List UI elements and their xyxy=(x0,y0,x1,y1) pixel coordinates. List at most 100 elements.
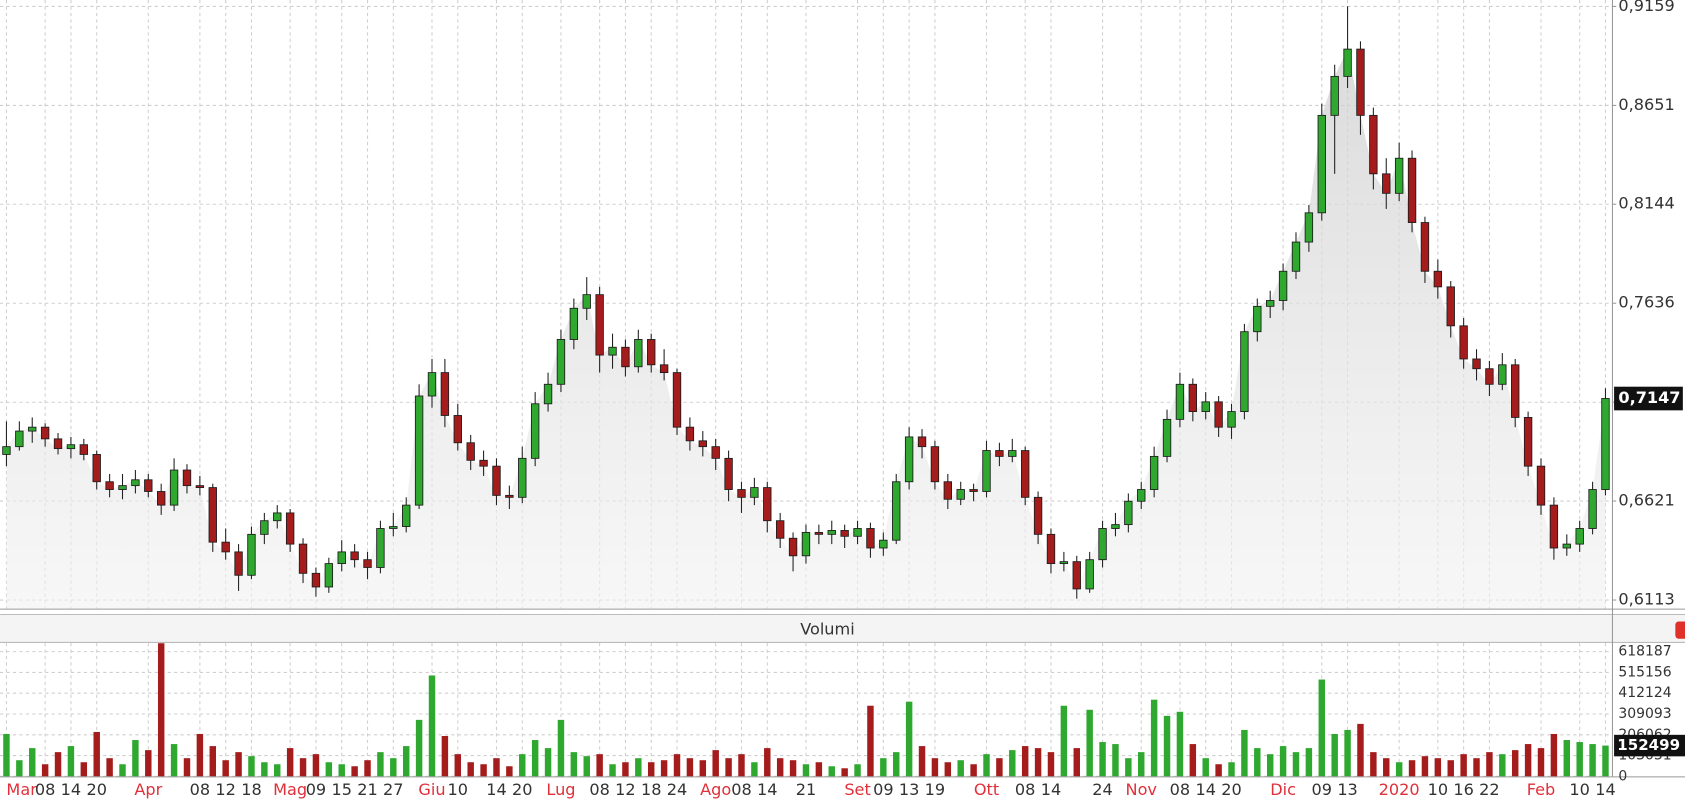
volume-bar xyxy=(609,764,616,777)
volume-bar xyxy=(351,766,358,777)
volume-bar xyxy=(1370,752,1377,777)
x-tick-label: 09 xyxy=(873,780,893,799)
volume-bar xyxy=(67,746,75,777)
volume-header xyxy=(0,613,1685,644)
volume-bar xyxy=(157,643,165,777)
candle-body xyxy=(40,426,50,440)
x-tick-label: 18 xyxy=(241,780,261,799)
volume-bar xyxy=(1550,733,1558,777)
volume-bar xyxy=(1228,762,1235,777)
volume-tick-label: 618187 xyxy=(1618,644,1671,660)
candle-body xyxy=(672,372,682,428)
candle-body xyxy=(1227,411,1236,428)
volume-bar xyxy=(1305,748,1313,777)
x-tick-label: 22 xyxy=(1479,780,1499,799)
x-tick-label: 13 xyxy=(1337,780,1357,799)
volume-bar xyxy=(390,758,397,777)
volume-bar xyxy=(1331,733,1338,777)
volume-tick-label: 515156 xyxy=(1618,664,1671,680)
candle-body xyxy=(195,485,205,489)
volume-bar xyxy=(338,764,345,777)
candle-body xyxy=(853,528,862,537)
x-tick-label: 14 xyxy=(61,780,81,799)
volume-bar xyxy=(222,760,229,777)
volume-bar xyxy=(506,766,513,777)
close-panel-button[interactable] xyxy=(1675,621,1685,639)
x-tick-label: 27 xyxy=(383,780,403,799)
x-tick-label: 09 xyxy=(306,780,326,799)
area-layer xyxy=(6,49,1606,609)
volume-bar xyxy=(1073,748,1080,777)
volume-bar xyxy=(647,762,655,777)
volume-bar xyxy=(170,744,178,777)
x-tick-label: 10 xyxy=(1569,780,1589,799)
candle-body xyxy=(466,442,475,461)
x-tick-label: 08 xyxy=(589,780,609,799)
volume-bar xyxy=(1473,758,1480,777)
volume-bar xyxy=(145,750,152,777)
y-tick-label: 0,6621 xyxy=(1618,491,1674,510)
candle-body xyxy=(724,457,733,490)
candle-body xyxy=(453,415,462,444)
volume-bar xyxy=(776,758,784,777)
y-tick-label: 0,8144 xyxy=(1618,194,1674,213)
volume-bar xyxy=(80,762,88,777)
volume-bar xyxy=(880,758,887,777)
candle-body xyxy=(144,479,153,492)
candle-body xyxy=(1369,114,1378,175)
x-tick-label: Mar xyxy=(6,780,37,799)
x-tick-label: 13 xyxy=(899,780,919,799)
volume-bar xyxy=(905,701,913,777)
candle-body xyxy=(737,489,746,498)
candle-body xyxy=(234,551,243,576)
volume-bar xyxy=(1408,760,1416,777)
candle-body xyxy=(750,487,759,498)
candle-body xyxy=(556,339,566,385)
y-tick-label: 0,6113 xyxy=(1618,590,1674,609)
candle-body xyxy=(814,531,824,535)
x-tick-label: Feb xyxy=(1527,780,1556,799)
volume-bar xyxy=(415,719,423,777)
candle-body xyxy=(659,364,669,374)
volume-bar xyxy=(841,768,848,777)
volume-bar xyxy=(673,754,681,777)
volume-bar xyxy=(622,762,629,777)
volume-bar xyxy=(1589,744,1596,777)
candle-body xyxy=(1278,270,1288,301)
volume-bar xyxy=(764,748,771,777)
candle-body xyxy=(1266,300,1275,307)
last-volume-label: 152499 xyxy=(1617,736,1680,754)
volume-bar xyxy=(699,760,707,777)
volume-bar xyxy=(751,762,758,777)
volume-bar xyxy=(1421,756,1429,777)
x-tick-label: Dic xyxy=(1270,780,1296,799)
x-tick-label: 15 xyxy=(331,780,351,799)
volume-tick-label: 412124 xyxy=(1618,685,1671,701)
candle-body xyxy=(956,489,965,500)
volume-bar xyxy=(1279,746,1287,777)
candle-body xyxy=(1253,305,1262,333)
volume-bar xyxy=(828,766,835,777)
volume-bar xyxy=(1447,760,1454,777)
volume-bar xyxy=(1537,748,1545,777)
volume-bar xyxy=(635,758,642,777)
volume-bar xyxy=(54,752,62,777)
volume-bar xyxy=(970,764,977,777)
volume-bar xyxy=(274,764,281,777)
x-tick-label: 24 xyxy=(1092,780,1112,799)
volume-bar xyxy=(557,719,565,777)
volume-tick-label: 309093 xyxy=(1618,706,1671,722)
candle-body xyxy=(582,294,591,309)
candle-body xyxy=(866,528,875,549)
volume-bar xyxy=(531,740,539,777)
volume-bar xyxy=(686,758,694,777)
volume-bar xyxy=(1021,746,1029,777)
candle-body xyxy=(530,403,540,459)
candle-body xyxy=(79,444,89,455)
x-tick-label: 08 xyxy=(35,780,55,799)
volume-bar xyxy=(1034,748,1042,777)
x-tick-label: 09 xyxy=(1312,780,1332,799)
candle-body xyxy=(2,446,11,455)
candle-body xyxy=(15,430,24,448)
volume-bar xyxy=(1602,745,1609,777)
